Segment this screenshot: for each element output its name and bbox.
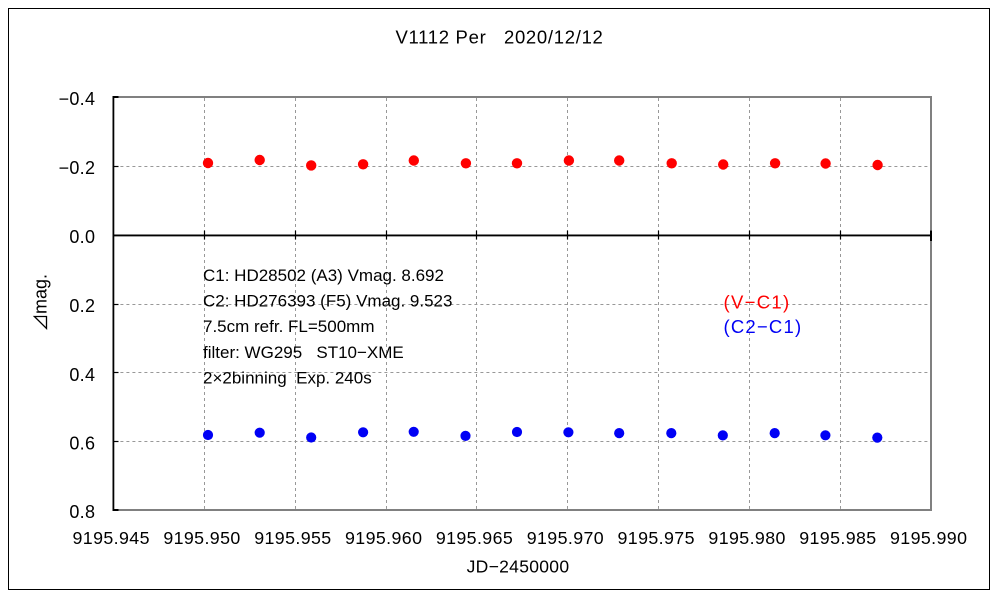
- svg-text:9195.990: 9195.990: [890, 528, 967, 548]
- svg-text:(C2−C1): (C2−C1): [724, 316, 803, 337]
- svg-text:0.6: 0.6: [69, 433, 95, 453]
- svg-text:9195.980: 9195.980: [708, 528, 785, 548]
- svg-text:9195.955: 9195.955: [254, 528, 331, 548]
- svg-text:0.2: 0.2: [69, 296, 95, 316]
- svg-text:V1112 Per 2020/12/12: V1112 Per 2020/12/12: [395, 27, 603, 48]
- svg-text:9195.945: 9195.945: [73, 528, 150, 548]
- svg-text:0.0: 0.0: [69, 227, 95, 247]
- svg-text:−0.4: −0.4: [59, 89, 96, 109]
- svg-text:mag.: mag.: [31, 274, 51, 314]
- svg-text:JD−2450000: JD−2450000: [467, 556, 570, 576]
- svg-text:filter: WG295 ST10−XME: filter: WG295 ST10−XME: [203, 343, 404, 362]
- svg-text:C1: HD28502 (A3) Vmag. 8.692: C1: HD28502 (A3) Vmag. 8.692: [203, 266, 444, 285]
- svg-text:−0.2: −0.2: [59, 158, 96, 178]
- svg-text:(V−C1): (V−C1): [724, 291, 791, 312]
- svg-text:9195.975: 9195.975: [618, 528, 695, 548]
- svg-text:0.4: 0.4: [69, 365, 95, 385]
- svg-text:9195.965: 9195.965: [436, 528, 513, 548]
- svg-text:9195.960: 9195.960: [345, 528, 422, 548]
- svg-text:7.5cm refr. FL=500mm: 7.5cm refr. FL=500mm: [203, 317, 374, 336]
- svg-text:C2: HD276393 (F5) Vmag. 9.523: C2: HD276393 (F5) Vmag. 9.523: [203, 292, 452, 311]
- svg-text:9195.985: 9195.985: [799, 528, 876, 548]
- svg-text:9195.950: 9195.950: [163, 528, 240, 548]
- svg-text:2×2binning Exp. 240s: 2×2binning Exp. 240s: [203, 368, 372, 387]
- svg-text:9195.970: 9195.970: [527, 528, 604, 548]
- svg-text:0.8: 0.8: [69, 502, 95, 522]
